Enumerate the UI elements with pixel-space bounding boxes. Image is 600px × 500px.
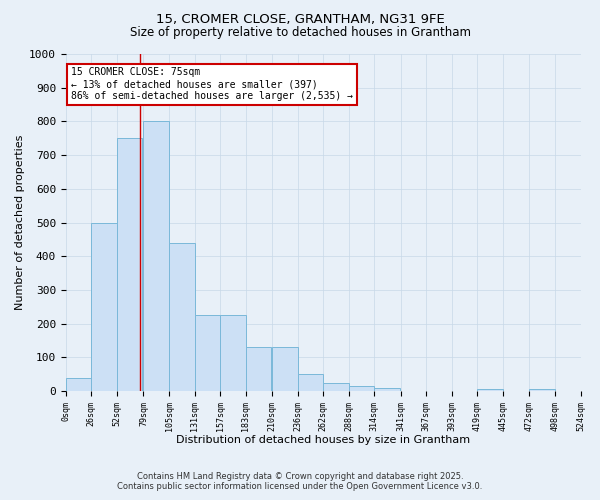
Bar xyxy=(143,122,169,391)
X-axis label: Distribution of detached houses by size in Grantham: Distribution of detached houses by size … xyxy=(176,435,470,445)
Bar xyxy=(66,378,91,391)
Bar xyxy=(245,348,271,391)
Bar xyxy=(349,386,374,391)
Bar xyxy=(91,222,117,391)
Bar xyxy=(323,382,349,391)
Bar xyxy=(272,348,298,391)
Bar xyxy=(169,243,194,391)
Text: 15 CROMER CLOSE: 75sqm
← 13% of detached houses are smaller (397)
86% of semi-de: 15 CROMER CLOSE: 75sqm ← 13% of detached… xyxy=(71,68,353,100)
Bar xyxy=(298,374,323,391)
Bar xyxy=(374,388,400,391)
Text: Size of property relative to detached houses in Grantham: Size of property relative to detached ho… xyxy=(130,26,470,39)
Bar xyxy=(220,316,245,391)
Bar xyxy=(529,390,555,391)
Bar xyxy=(194,316,220,391)
Text: Contains HM Land Registry data © Crown copyright and database right 2025.
Contai: Contains HM Land Registry data © Crown c… xyxy=(118,472,482,491)
Bar xyxy=(478,390,503,391)
Bar xyxy=(117,138,142,391)
Y-axis label: Number of detached properties: Number of detached properties xyxy=(15,135,25,310)
Text: 15, CROMER CLOSE, GRANTHAM, NG31 9FE: 15, CROMER CLOSE, GRANTHAM, NG31 9FE xyxy=(155,12,445,26)
